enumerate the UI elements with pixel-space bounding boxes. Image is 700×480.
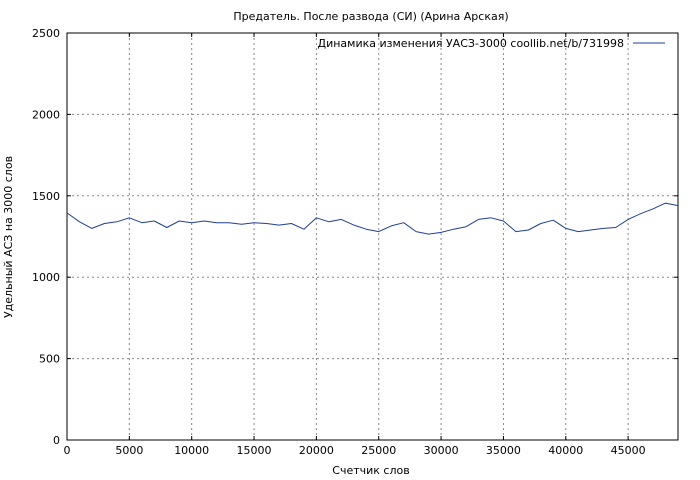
y-tick-label: 1500 (32, 190, 60, 203)
x-tick-label: 5000 (115, 444, 143, 457)
y-tick-label: 1000 (32, 271, 60, 284)
x-tick-label: 40000 (548, 444, 583, 457)
series-layer (66, 202, 679, 235)
y-tick-label: 500 (39, 353, 60, 366)
x-tick-label: 20000 (299, 444, 334, 457)
x-tick-label: 10000 (174, 444, 209, 457)
x-tick-label: 30000 (424, 444, 459, 457)
series-line (66, 202, 679, 235)
x-tick-label: 35000 (486, 444, 521, 457)
axis-ticks: 0 5000 10000 15000 20000 25000 30000 35000 40000… (32, 27, 678, 457)
plot-area-frame (66, 32, 679, 441)
x-tick-label: 25000 (361, 444, 396, 457)
x-tick-label: 45000 (611, 444, 646, 457)
x-axis-label: Счетчик слов (332, 464, 409, 477)
y-tick-label: 2500 (32, 27, 60, 40)
grid (67, 33, 678, 440)
y-tick-label: 0 (53, 434, 60, 447)
chart-title: Предатель. После развода (СИ) (Арина Арс… (233, 10, 508, 23)
x-tick-label: 0 (64, 444, 71, 457)
legend: Динамика изменения УАСЗ-3000 coollib.net… (318, 37, 665, 50)
y-axis-label: Удельный АСЗ на 3000 слов (2, 156, 15, 318)
y-tick-label: 2000 (32, 108, 60, 121)
x-tick-label: 15000 (237, 444, 272, 457)
legend-label: Динамика изменения УАСЗ-3000 coollib.net… (318, 37, 625, 50)
